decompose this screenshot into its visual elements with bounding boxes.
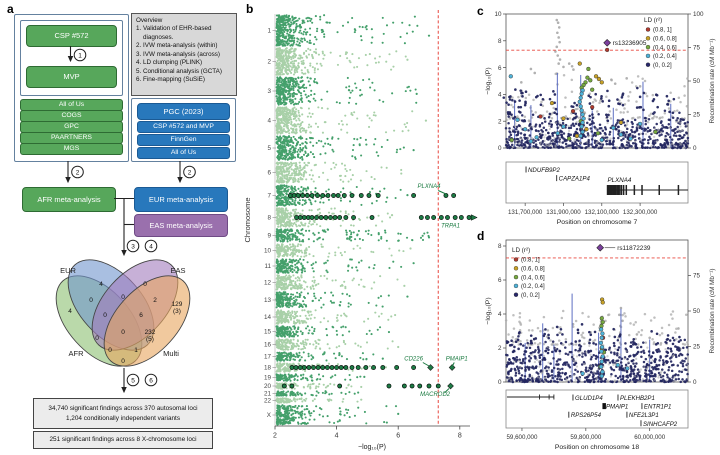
svg-text:5: 5 <box>131 377 135 384</box>
locus-d-plot-points <box>504 293 689 384</box>
panel-c-label: c <box>477 4 484 18</box>
svg-text:0: 0 <box>95 335 99 342</box>
venn-diagram: EUR EAS AFR Multi 4 0 0 0 2 4 0 6 129(3) 0 0 232(5) 0 1 0 <box>55 259 191 367</box>
overview-title: Overview <box>136 17 163 24</box>
svg-text:0: 0 <box>108 347 112 354</box>
cohort-mgs: MGS <box>20 143 123 155</box>
locus-c-plot: rs132369050246810−log₁₀(P)0255075100Reco… <box>485 11 716 226</box>
overview-item: 2. IVW meta-analysis (within) <box>136 42 218 50</box>
overview-box: Overview 1. Validation of EHR-based diag… <box>131 13 237 96</box>
x-chromosome-results-box: 251 significant findings across 8 X-chro… <box>33 431 213 449</box>
cohort-group-frame <box>14 14 129 162</box>
svg-text:AFR: AFR <box>69 349 85 358</box>
x-results-line: 251 significant findings across 8 X-chro… <box>49 436 197 444</box>
svg-text:0: 0 <box>103 312 107 319</box>
csp-box: CSP #572 <box>26 25 117 47</box>
svg-text:2: 2 <box>153 297 157 304</box>
svg-text:8: 8 <box>458 433 462 440</box>
csp-mvp-frame <box>20 20 123 96</box>
mvp-box: MVP <box>26 66 117 88</box>
overview-item: 5. Conditional analysis (GCTA) <box>136 67 222 75</box>
overview-item: 3. IVW meta-analysis (across) <box>136 50 220 58</box>
svg-text:6: 6 <box>396 433 400 440</box>
svg-text:0: 0 <box>121 329 125 336</box>
overview-item: 1. Validation of EHR-based diagnoses. <box>136 25 212 41</box>
svg-text:6: 6 <box>139 312 143 319</box>
cohort-csp-mvp: CSP #572 and MVP <box>137 121 230 133</box>
svg-text:2: 2 <box>76 169 80 176</box>
svg-text:0: 0 <box>121 358 125 365</box>
svg-text:−log₁₀(P): −log₁₀(P) <box>358 444 386 451</box>
svg-text:1: 1 <box>78 52 82 59</box>
manhattan-plot: 2 4 6 8−log₁₀(P)Chromosome12345678910111213… <box>243 10 478 451</box>
afr-meta-analysis-box: AFR meta-analysis <box>22 187 116 212</box>
svg-text:3: 3 <box>131 243 135 250</box>
svg-text:232: 232 <box>145 329 156 336</box>
cohort-finngen: FinnGen <box>137 134 230 146</box>
manhattan-points <box>275 14 431 426</box>
svg-text:0: 0 <box>121 294 125 301</box>
svg-text:6: 6 <box>149 377 153 384</box>
autosomal-results-line1: 34,740 significant findings across 370 a… <box>48 404 198 412</box>
svg-text:2: 2 <box>273 433 277 440</box>
svg-text:1: 1 <box>134 347 138 354</box>
svg-text:4: 4 <box>99 281 103 288</box>
svg-text:(3): (3) <box>173 308 181 315</box>
svg-text:0: 0 <box>89 297 93 304</box>
svg-text:Chromosome: Chromosome <box>243 197 252 242</box>
svg-text:EUR: EUR <box>60 266 76 275</box>
svg-text:EAS: EAS <box>170 266 185 275</box>
cohort-all-of-us-eur: All of Us <box>137 147 230 159</box>
svg-text:0: 0 <box>143 281 147 288</box>
overview-item: 4. LD clumping (PLINK) <box>136 59 203 67</box>
panel-b-label: b <box>246 2 254 16</box>
eur-meta-analysis-box: EUR meta-analysis <box>134 187 228 212</box>
autosomal-results-line2: 1,204 conditionally independent variants <box>65 414 181 422</box>
svg-text:129: 129 <box>172 301 183 308</box>
svg-text:2: 2 <box>188 169 192 176</box>
panel-a-overlay: 1 2 2 3 4 5 6 EUR EAS AFR Multi 4 0 0 0 2 4 0 6 129(3) 0 0 232… <box>55 46 196 394</box>
svg-text:4: 4 <box>149 243 153 250</box>
svg-text:4: 4 <box>68 308 72 315</box>
eas-meta-analysis-box: EAS meta-analysis <box>134 214 228 237</box>
overview-item: 6. Fine-mapping (SuSiE) <box>136 76 205 84</box>
svg-text:4: 4 <box>335 433 339 440</box>
svg-text:Multi: Multi <box>163 349 179 358</box>
autosomal-results-box: 34,740 significant findings across 370 a… <box>33 398 213 429</box>
panel-d-label: d <box>477 229 485 243</box>
svg-text:(5): (5) <box>146 336 154 343</box>
pgc-box: PGC (2023) <box>137 103 230 120</box>
eur-cohort-frame <box>131 98 236 162</box>
panel-a-label: a <box>7 2 14 16</box>
locus-c-plot-points <box>502 18 690 150</box>
